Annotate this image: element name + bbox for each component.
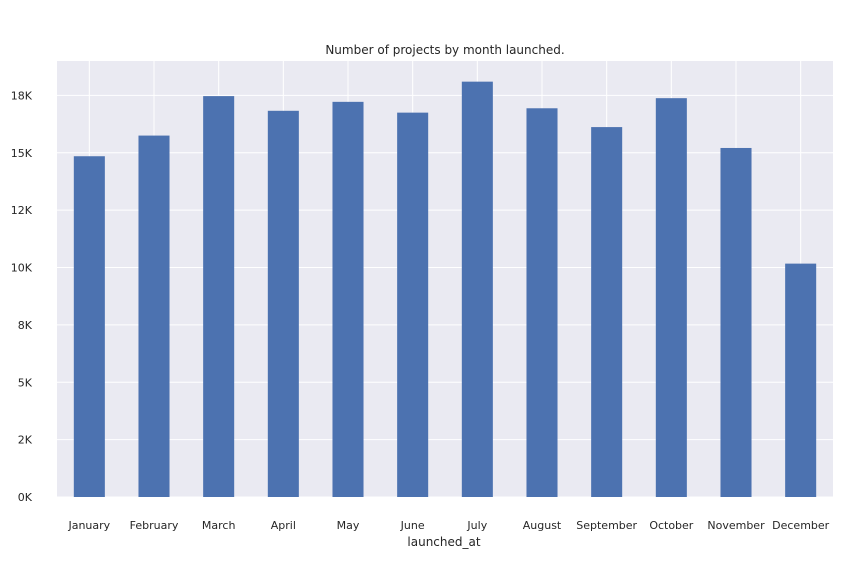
x-tick-label: November [707, 519, 765, 532]
bar-april [267, 110, 299, 498]
x-tick-label: July [466, 519, 487, 532]
x-tick-label: August [523, 519, 562, 532]
bar-september [591, 127, 623, 497]
bar-july [461, 81, 493, 497]
bar-october [655, 98, 687, 497]
x-tick-label: March [202, 519, 236, 532]
bar-august [526, 108, 558, 497]
y-tick-label: 10K [11, 262, 33, 275]
y-tick-label: 18K [11, 89, 33, 102]
bar-december [785, 263, 817, 497]
plot-area [57, 61, 833, 497]
x-tick-label: February [130, 519, 179, 532]
bar-june [397, 112, 429, 497]
x-axis-label: launched_at [407, 535, 480, 549]
y-tick-label: 8K [18, 319, 33, 332]
y-axis-ticks: 0K 2K 5K 8K 10K 12K 15K 18K [11, 89, 33, 504]
x-tick-label: April [271, 519, 296, 532]
chart-title: Number of projects by month launched. [325, 43, 564, 57]
y-tick-label: 5K [18, 376, 33, 389]
y-tick-label: 0K [18, 491, 33, 504]
y-tick-label: 2K [18, 434, 33, 447]
bar-january [73, 156, 105, 498]
bars [73, 81, 817, 498]
y-tick-label: 12K [11, 204, 33, 217]
bar-march [203, 96, 235, 498]
x-tick-label: December [772, 519, 830, 532]
x-tick-label: June [400, 519, 425, 532]
bar-may [332, 101, 364, 497]
x-tick-label: October [649, 519, 693, 532]
bar-november [720, 147, 752, 497]
x-tick-label: September [576, 519, 637, 532]
bar-february [138, 135, 170, 497]
x-axis-ticks: January February March April May June July Augu… [67, 519, 829, 532]
x-tick-label: January [67, 519, 110, 532]
x-tick-label: May [337, 519, 360, 532]
y-tick-label: 15K [11, 147, 33, 160]
